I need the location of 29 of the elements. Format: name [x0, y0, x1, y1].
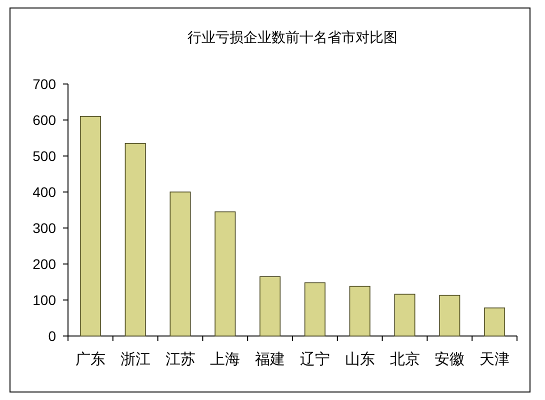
bar: [170, 192, 191, 336]
bar: [484, 308, 506, 336]
x-tick-label: 北京: [390, 351, 420, 368]
x-tick-label: 福建: [255, 351, 286, 368]
y-tick-label: 700: [32, 76, 56, 92]
bar: [260, 276, 281, 336]
y-tick-label: 500: [32, 148, 56, 164]
bar: [304, 282, 326, 336]
x-tick-label: 天津: [480, 351, 510, 368]
y-tick-label: 100: [32, 292, 56, 308]
x-tick-label: 山东: [344, 351, 375, 368]
bar: [80, 116, 101, 336]
x-tick-label: 浙江: [120, 351, 150, 368]
bar: [439, 294, 460, 336]
bar: [349, 286, 370, 336]
chart-title: 行业亏损企业数前十名省市对比图: [188, 29, 398, 45]
x-tick-label: 江苏: [165, 351, 196, 368]
bar: [214, 211, 236, 336]
y-tick-label: 300: [32, 220, 56, 236]
bar: [124, 143, 146, 336]
x-tick-label: 上海: [210, 351, 240, 368]
bar: [394, 294, 416, 336]
y-tick-label: 0: [48, 328, 56, 344]
y-tick-label: 600: [32, 112, 56, 128]
x-tick-label: 安徽: [434, 351, 465, 368]
y-tick-label: 200: [32, 256, 56, 272]
x-tick-label: 辽宁: [300, 351, 330, 368]
y-tick-label: 400: [32, 184, 56, 200]
x-tick-label: 广东: [75, 351, 106, 368]
